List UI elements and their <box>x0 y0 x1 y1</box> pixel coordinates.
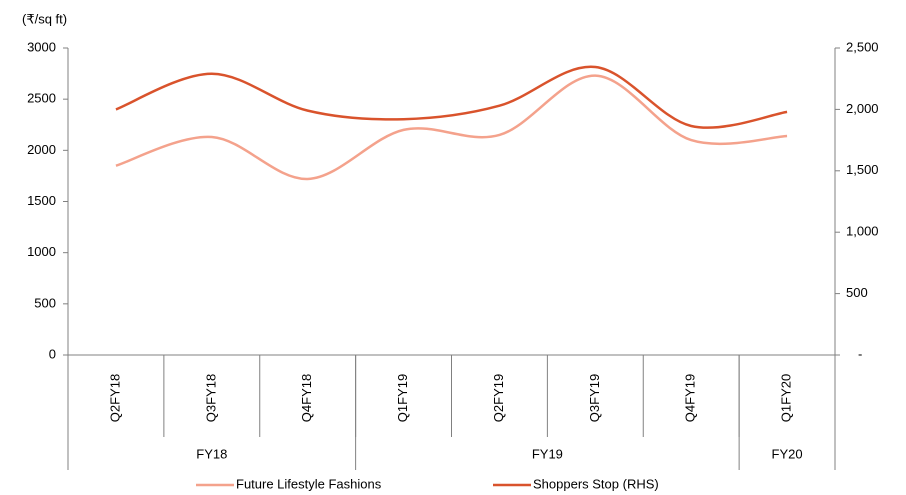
group-label: FY20 <box>772 446 803 461</box>
x-tick-label: Q4FY19 <box>683 374 698 422</box>
y-tick-label: 500 <box>34 295 56 310</box>
y-axis-unit: (₹/sq ft) <box>22 11 67 26</box>
x-tick-label: Q2FY18 <box>107 374 122 422</box>
x-tick-label: Q1FY19 <box>395 374 410 422</box>
legend-label: Future Lifestyle Fashions <box>236 476 382 491</box>
y2-tick-label: 1,000 <box>846 224 879 239</box>
y-tick-label: 2000 <box>27 142 56 157</box>
y-tick-label: 1500 <box>27 193 56 208</box>
group-label: FY18 <box>196 446 227 461</box>
y-tick-label: 3000 <box>27 39 56 54</box>
y2-tick-label: 1,500 <box>846 162 879 177</box>
y2-tick-label: 2,500 <box>846 39 879 54</box>
y2-tick-label: 500 <box>846 285 868 300</box>
x-tick-label: Q1FY20 <box>779 374 794 422</box>
line-series <box>115 74 788 181</box>
legend-label: Shoppers Stop (RHS) <box>533 476 659 491</box>
x-tick-label: Q3FY19 <box>587 374 602 422</box>
line-series <box>115 65 788 129</box>
y-tick-label: 1000 <box>27 244 56 259</box>
group-label: FY19 <box>532 446 563 461</box>
x-tick-label: Q4FY18 <box>299 374 314 422</box>
y-tick-label: 2500 <box>27 91 56 106</box>
x-tick-label: Q3FY18 <box>203 374 218 422</box>
y2-tick-label: 2,000 <box>846 101 879 116</box>
y2-tick-label: - <box>858 346 862 361</box>
y-tick-label: 0 <box>49 346 56 361</box>
x-tick-label: Q2FY19 <box>491 374 506 422</box>
